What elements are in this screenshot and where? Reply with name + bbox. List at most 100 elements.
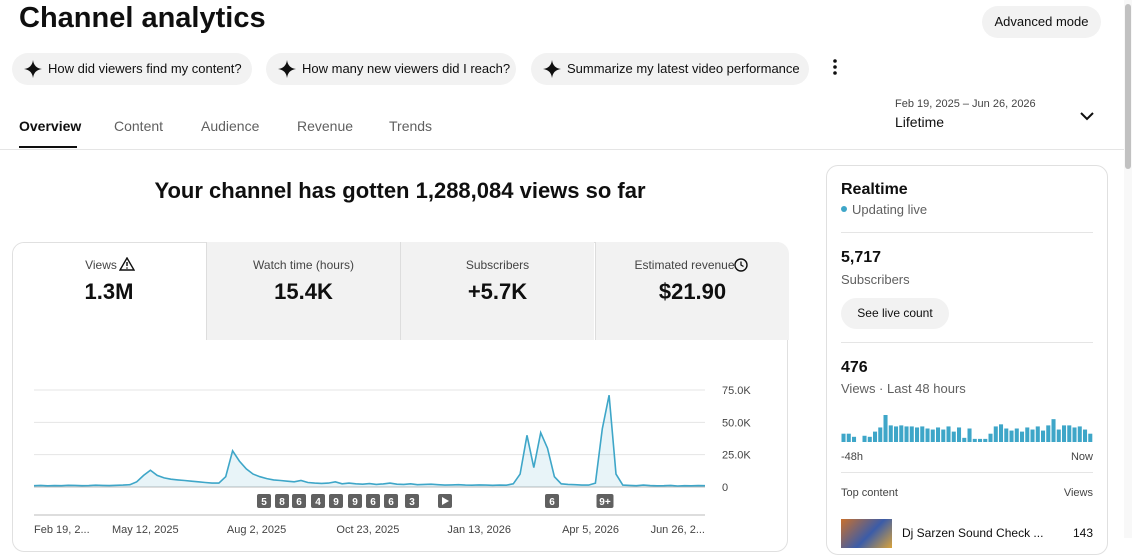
realtime-title: Realtime (841, 181, 908, 198)
realtime-bar (846, 433, 851, 442)
date-range: Feb 19, 2025 – Jun 26, 2026 (895, 98, 1036, 110)
video-marker[interactable] (596, 494, 614, 508)
video-marker[interactable] (257, 494, 271, 508)
realtime-bar (909, 426, 914, 442)
realtime-bar (904, 426, 909, 442)
marker-label: 6 (549, 497, 555, 508)
marker-label: 9 (333, 497, 339, 508)
tab[interactable]: Trends (389, 118, 433, 134)
realtime-bar (1030, 429, 1035, 442)
realtime-bar (1046, 425, 1051, 442)
prompt-chip[interactable]: Summarize my latest video performance (531, 53, 809, 85)
prompt-text: How did viewers find my content? (48, 61, 242, 76)
views-column-label: Views (1063, 487, 1093, 499)
x-tick-label: Aug 2, 2025 (227, 524, 286, 536)
bars-start-label: -48h (841, 451, 864, 463)
realtime-bar (983, 438, 988, 442)
tab-indicator (19, 146, 77, 148)
metric-tab[interactable]: Watch time (hours) 15.4K (206, 242, 400, 340)
y-tick-label: 50.0K (722, 417, 751, 429)
video-marker[interactable] (405, 494, 419, 508)
play-icon (442, 497, 449, 505)
views-label: Views · Last 48 hours (841, 381, 966, 396)
sparkle-icon (543, 60, 561, 78)
realtime-bar (962, 437, 967, 442)
metric-tab-selected (13, 243, 207, 341)
video-marker[interactable] (384, 494, 398, 508)
video-marker[interactable] (275, 494, 289, 508)
marker-label: 3 (409, 497, 415, 508)
advanced-mode-button[interactable]: Advanced mode (982, 6, 1101, 38)
video-marker[interactable] (311, 494, 325, 508)
metric-value: 15.4K (274, 279, 333, 304)
video-marker[interactable] (292, 494, 306, 508)
realtime-bar (936, 427, 941, 442)
video-marker[interactable] (348, 494, 362, 508)
video-marker[interactable] (366, 494, 380, 508)
realtime-status: Updating live (852, 202, 928, 217)
headline: Your channel has gotten 1,288,084 views … (154, 178, 646, 203)
video-title[interactable]: Dj Sarzen Sound Check ... (902, 526, 1044, 540)
tab[interactable]: Content (114, 118, 164, 134)
prompt-chip[interactable]: How many new viewers did I reach? (266, 53, 516, 85)
x-tick-label: Jun 26, 2... (651, 524, 705, 536)
bars-end-label: Now (1070, 451, 1093, 463)
realtime-bar (930, 429, 935, 442)
realtime-bar (862, 435, 867, 442)
metric-value: $21.90 (658, 279, 727, 304)
realtime-bar (852, 436, 857, 442)
x-tick-label: Feb 19, 2... (34, 524, 90, 536)
metric-label: Subscribers (465, 258, 530, 272)
realtime-bar (1088, 433, 1093, 442)
realtime-bar (999, 424, 1004, 442)
realtime-bar (1056, 429, 1061, 442)
realtime-bar (951, 431, 956, 442)
realtime-bar (1072, 427, 1077, 442)
realtime-bar (988, 433, 993, 442)
x-tick-label: Oct 23, 2025 (336, 524, 399, 536)
x-tick-label: Apr 5, 2026 (562, 524, 619, 536)
marker-label: 6 (388, 497, 394, 508)
live-dot (841, 206, 847, 212)
metric-label: Views (85, 258, 117, 272)
subscriber-count: 5,717 (841, 249, 882, 266)
realtime-bar (841, 433, 846, 442)
tab[interactable]: Overview (19, 118, 82, 134)
realtime-bar (941, 429, 946, 442)
video-marker[interactable] (329, 494, 343, 508)
metric-tab[interactable]: Subscribers +5.7K (400, 242, 594, 340)
realtime-bar (899, 425, 904, 442)
graphics: 0 25.0K 50.0K 75.0K Feb 19, 2... May 12, 2025… (33, 385, 1093, 536)
prompt-chip[interactable]: How did viewers find my content? (12, 53, 252, 85)
x-tick-label: Jan 13, 2026 (447, 524, 511, 536)
marker-label: 6 (296, 497, 302, 508)
tab[interactable]: Audience (201, 118, 260, 134)
marker-label: 9 (352, 497, 358, 508)
metric-tab[interactable]: Views 1.3M (12, 242, 206, 340)
tab[interactable]: Revenue (297, 118, 354, 134)
realtime-bar (1041, 430, 1046, 442)
date-period[interactable]: Lifetime (895, 114, 945, 130)
live-count-button[interactable]: See live count (841, 298, 949, 329)
realtime-bar (920, 426, 925, 442)
realtime-bar (1067, 425, 1072, 442)
realtime-bar (1062, 425, 1067, 442)
dropdown-chevron[interactable] (1080, 111, 1094, 121)
realtime-bar (1009, 430, 1014, 442)
divider (841, 232, 1093, 233)
realtime-bar (946, 426, 951, 442)
metric-label: Estimated revenue (634, 258, 735, 272)
metric-value: +5.7K (467, 279, 528, 304)
realtime-bar (1077, 426, 1082, 442)
marker-label: 9+ (599, 497, 611, 508)
more-button[interactable] (829, 58, 841, 76)
metric-label: Watch time (hours) (253, 258, 354, 272)
metric-tab[interactable]: Estimated revenue $21.90 (595, 242, 789, 340)
metric-value: 1.3M (84, 279, 134, 304)
video-marker[interactable] (545, 494, 559, 508)
realtime-bar (1004, 428, 1009, 442)
clock-icon (734, 258, 748, 272)
scrollbar[interactable] (1124, 0, 1132, 538)
realtime-bar (1035, 426, 1040, 442)
